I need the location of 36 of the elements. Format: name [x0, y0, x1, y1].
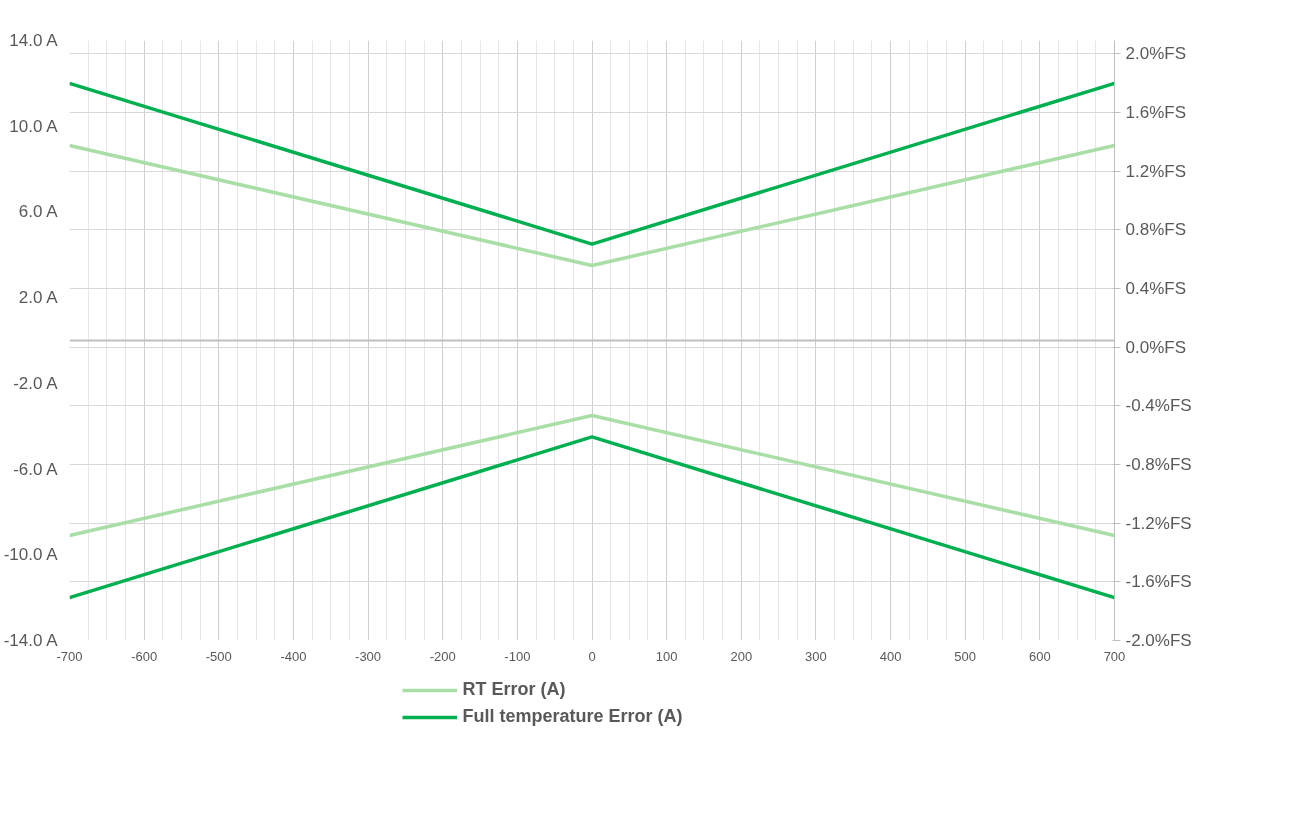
x-tick-label: 600 — [1029, 648, 1051, 664]
y2-tick-label: -2.0%FS — [1125, 631, 1192, 650]
x-tick-label: -400 — [280, 648, 307, 664]
x-tick-label: -700 — [56, 648, 83, 664]
y2-tick-label: 2.0%FS — [1125, 44, 1186, 64]
y-tick-label: -2.0 A — [13, 373, 59, 393]
y2-tick-label: -1.6%FS — [1125, 572, 1192, 592]
legend-label: Full temperature Error (A) — [462, 706, 683, 727]
y2-tick-label: 0.4%FS — [1125, 278, 1186, 298]
y-tick-label: 6.0 A — [18, 202, 59, 222]
y2-tick-label: 0.8%FS — [1125, 220, 1186, 240]
y2-tick-label: -0.4%FS — [1125, 396, 1192, 416]
legend-label: RT Error (A) — [462, 679, 566, 700]
y2-tick-label: -0.8%FS — [1125, 454, 1192, 474]
y-tick-label: -10.0 A — [3, 545, 59, 565]
x-tick-label: -300 — [355, 648, 382, 664]
y-tick-label: 2.0 A — [18, 288, 59, 308]
x-tick-label: -100 — [504, 648, 531, 664]
y2-tick-label: 1.2%FS — [1125, 161, 1186, 181]
y-tick-label: -14.0 A — [3, 631, 59, 650]
y2-tick-label: 0.0%FS — [1125, 337, 1186, 357]
x-tick-label: 100 — [655, 648, 678, 664]
y-tick-label: 10.0 A — [9, 116, 59, 136]
x-tick-label: 700 — [1103, 648, 1126, 664]
x-tick-label: 400 — [879, 648, 902, 664]
y-tick-label: -6.0 A — [13, 459, 59, 479]
x-tick-label: 0 — [588, 648, 596, 664]
y-tick-label: 14.0 A — [9, 31, 59, 50]
x-tick-label: -500 — [205, 648, 232, 664]
y2-tick-label: -1.2%FS — [1125, 513, 1192, 533]
x-tick-label: -600 — [131, 648, 158, 664]
x-tick-label: -200 — [429, 648, 456, 664]
y2-tick-label: 1.6%FS — [1125, 102, 1186, 122]
x-tick-label: 200 — [730, 648, 753, 664]
x-tick-label: 300 — [805, 648, 827, 664]
x-tick-label: 500 — [954, 648, 977, 664]
